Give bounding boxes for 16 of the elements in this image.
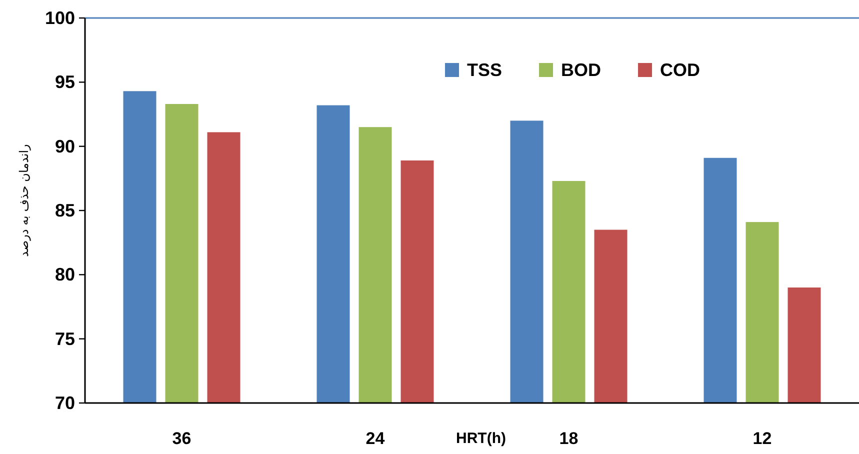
y-axis-title: راندمان حذف به درصد bbox=[17, 144, 31, 257]
y-tick-label: 70 bbox=[54, 393, 75, 413]
legend-label: TSS bbox=[467, 60, 502, 80]
x-tick-label: 18 bbox=[559, 429, 578, 448]
y-tick-label: 80 bbox=[54, 264, 75, 285]
y-tick-label: 85 bbox=[54, 200, 75, 220]
legend-label: COD bbox=[660, 60, 700, 80]
x-tick-label: 24 bbox=[366, 429, 386, 448]
x-tick-label: 36 bbox=[172, 429, 192, 448]
y-tick-label: 90 bbox=[54, 136, 75, 156]
y-tick-label: 95 bbox=[54, 72, 75, 92]
x-tick-label: 12 bbox=[752, 429, 772, 448]
legend-label: BOD bbox=[561, 60, 602, 80]
y-tick-label: 75 bbox=[54, 328, 75, 349]
x-axis-title: HRT(h) bbox=[456, 430, 506, 447]
y-tick-label: 100 bbox=[44, 8, 75, 28]
